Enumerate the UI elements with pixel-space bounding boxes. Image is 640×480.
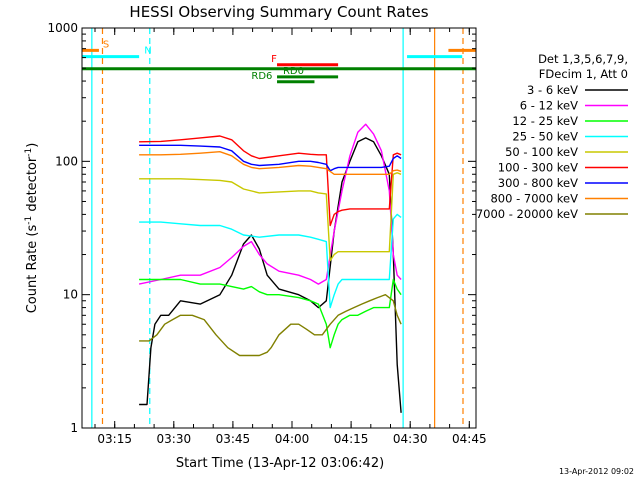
y-axis-label-sup-2: -1: [24, 148, 34, 157]
legend-label-6: 100 - 300 keV: [498, 161, 578, 175]
legend-label-1: 3 - 6 keV: [527, 83, 578, 97]
series-line-6: [139, 135, 402, 227]
x-axis-label: Start Time (13-Apr-12 03:06:42): [176, 456, 384, 471]
flag-label-n: N: [144, 46, 151, 57]
series-line-5: [139, 172, 402, 262]
legend-header-line-2: FDecim 1, Att 0: [539, 67, 628, 81]
series-line-1: [139, 137, 402, 413]
legend-label-8: 800 - 7000 keV: [490, 192, 578, 206]
y-axis-label: Count Rate (s-1 detector-1): [24, 143, 40, 314]
y-tick-label-1: 1: [70, 421, 78, 435]
y-axis-label-close: ): [25, 143, 40, 148]
flag-label-rd0: RD0: [283, 66, 304, 77]
x-tick-label-7: 04:45: [452, 432, 487, 446]
y-tick-label-3: 100: [55, 154, 78, 168]
legend-label-2: 6 - 12 keV: [520, 99, 578, 113]
x-tick-label-6: 04:30: [393, 432, 428, 446]
series-line-2: [138, 123, 402, 285]
plot-clipped-group: [82, 28, 476, 428]
legend-label-9: 7000 - 20000 keV: [476, 207, 578, 221]
series-line-3: [139, 278, 402, 349]
plot-area: S N F RD0 RD6: [82, 28, 476, 428]
legend-header-line-1: Det 1,3,5,6,7,9,: [538, 52, 628, 66]
series-line-8: [139, 150, 402, 176]
axes: 03:15 03:30 03:45 04:00 04:15 04:30 04:45 1 10 10…: [47, 21, 486, 446]
x-tick-label-4: 04:00: [275, 432, 310, 446]
flag-label-rd6: RD6: [251, 71, 272, 82]
y-tick-label-2: 10: [63, 288, 78, 302]
flag-label-s: S: [103, 39, 109, 50]
x-tick-label-5: 04:15: [334, 432, 369, 446]
legend: Det 1,3,5,6,7,9, FDecim 1, Att 0 3 - 6 k…: [476, 52, 628, 221]
x-tick-label-3: 03:45: [216, 432, 251, 446]
series-line-4: [139, 213, 402, 309]
legend-label-4: 25 - 50 keV: [512, 130, 578, 144]
plot-frame: [81, 27, 477, 429]
x-tick-label-2: 03:30: [157, 432, 192, 446]
timestamp: 13-Apr-2012 09:02: [559, 467, 634, 476]
y-axis-label-tail: detector: [25, 156, 40, 216]
series-line-7: [139, 144, 402, 172]
legend-label-3: 12 - 25 keV: [512, 114, 578, 128]
legend-label-5: 50 - 100 keV: [505, 145, 578, 159]
x-tick-label-1: 03:15: [97, 432, 132, 446]
y-axis-label-main: Count Rate (s: [25, 225, 40, 314]
y-tick-label-4: 1000: [47, 21, 78, 35]
series-line-9: [139, 294, 402, 357]
flag-label-f: F: [271, 54, 277, 65]
legend-label-7: 300 - 800 keV: [498, 176, 578, 190]
y-axis-label-sup: -1: [24, 216, 34, 225]
chart-title: HESSI Observing Summary Count Rates: [129, 3, 428, 21]
